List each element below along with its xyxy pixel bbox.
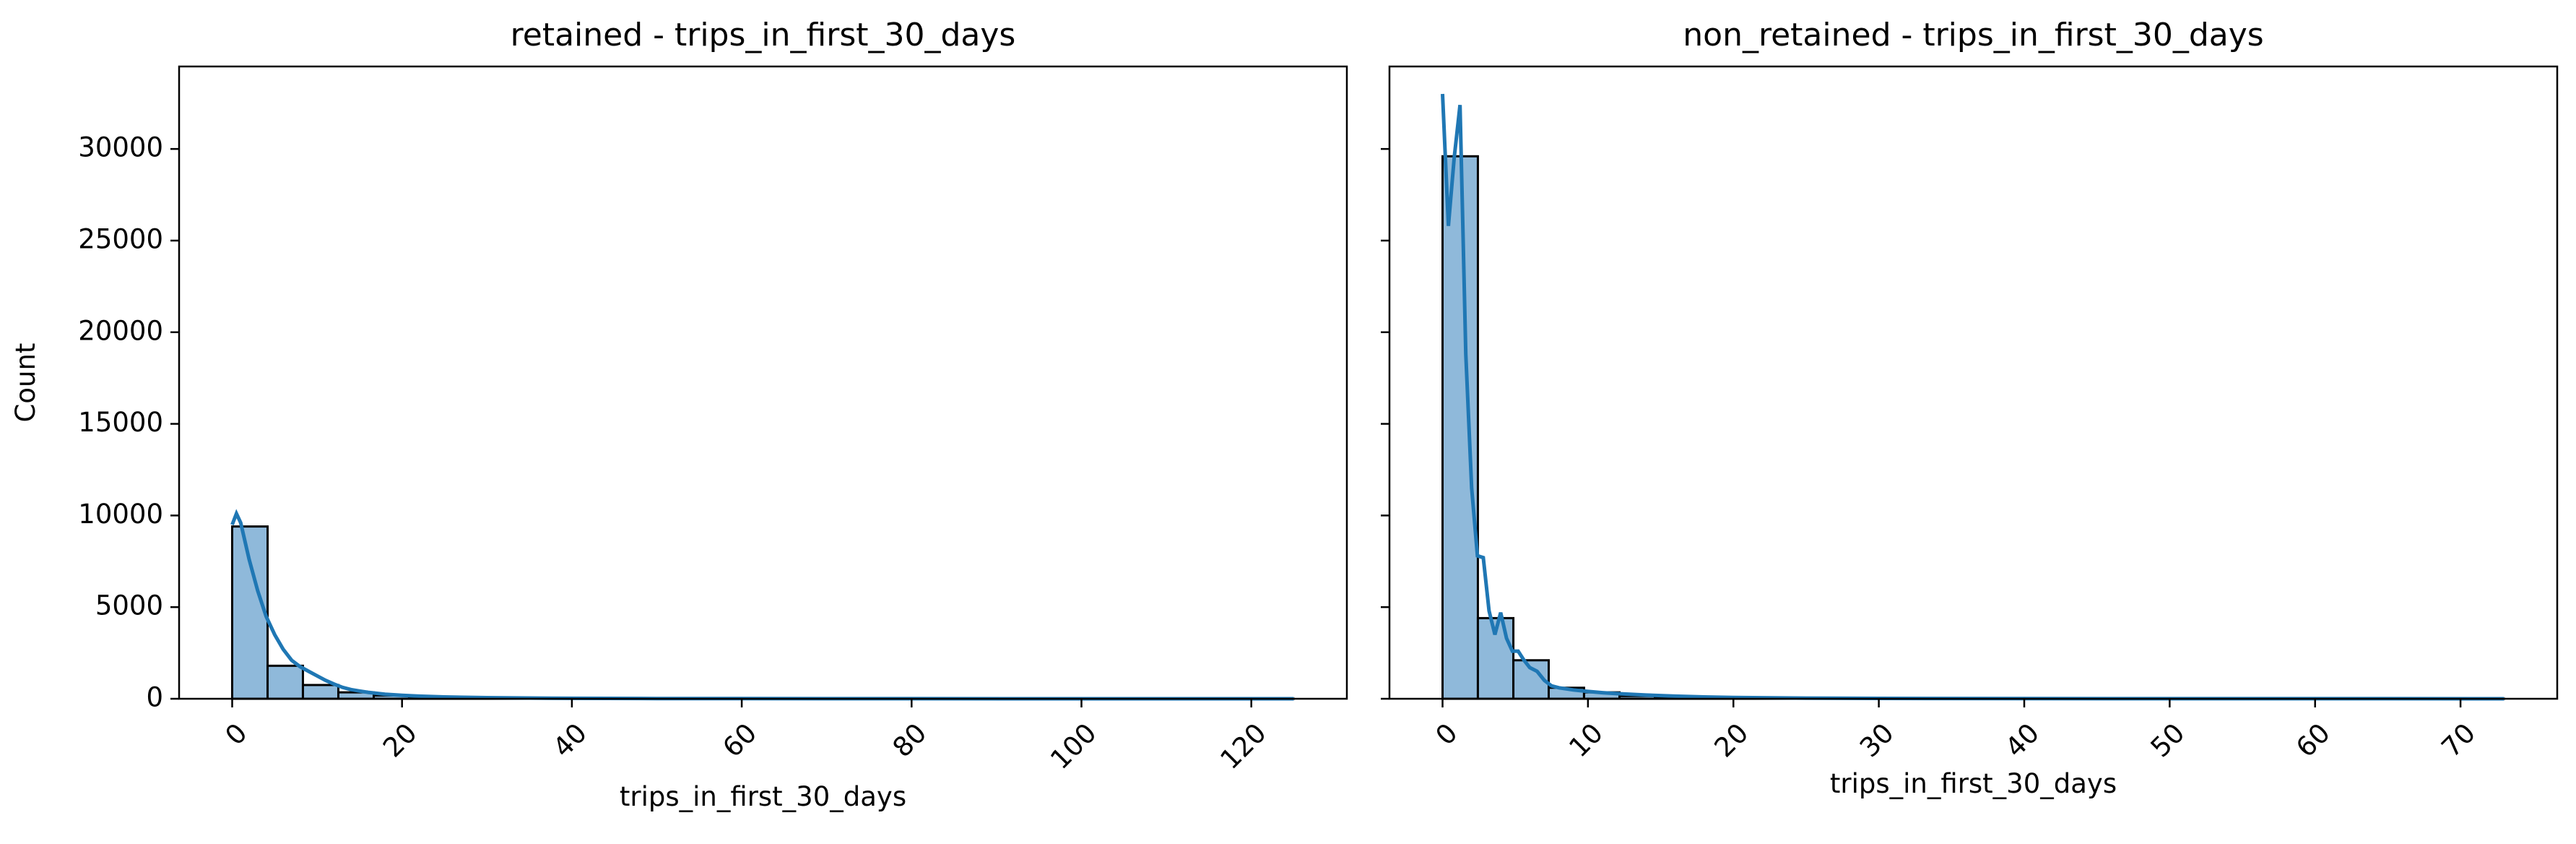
x-axis-label: trips_in_first_30_days	[1830, 768, 2117, 799]
plot-frame	[1388, 65, 2559, 700]
histogram-bar	[301, 684, 339, 700]
y-tick-label: 30000	[78, 132, 163, 163]
y-tick-label: 5000	[95, 590, 163, 621]
y-tick-label: 10000	[78, 499, 163, 530]
y-tick-label: 20000	[78, 315, 163, 346]
histogram-bar	[231, 525, 269, 700]
y-tick-label: 25000	[78, 223, 163, 254]
kde-line	[1441, 93, 2505, 701]
x-axis-label: trips_in_first_30_days	[620, 781, 906, 812]
histogram-bar	[1441, 155, 1479, 700]
subplot-title: non_retained - trips_in_first_30_days	[1683, 17, 2263, 53]
histogram-bar	[266, 664, 304, 700]
y-axis-label: Count	[10, 343, 41, 423]
y-tick-label: 15000	[78, 407, 163, 438]
subplot-title: retained - trips_in_first_30_days	[511, 17, 1016, 53]
y-ticks: 0 5000 10000 15000 20000 25000 30000	[78, 132, 179, 713]
y-ticks	[1381, 147, 1389, 700]
histogram-bar	[1476, 616, 1515, 700]
plot-frame	[178, 65, 1348, 700]
y-tick-label: 0	[146, 682, 163, 713]
